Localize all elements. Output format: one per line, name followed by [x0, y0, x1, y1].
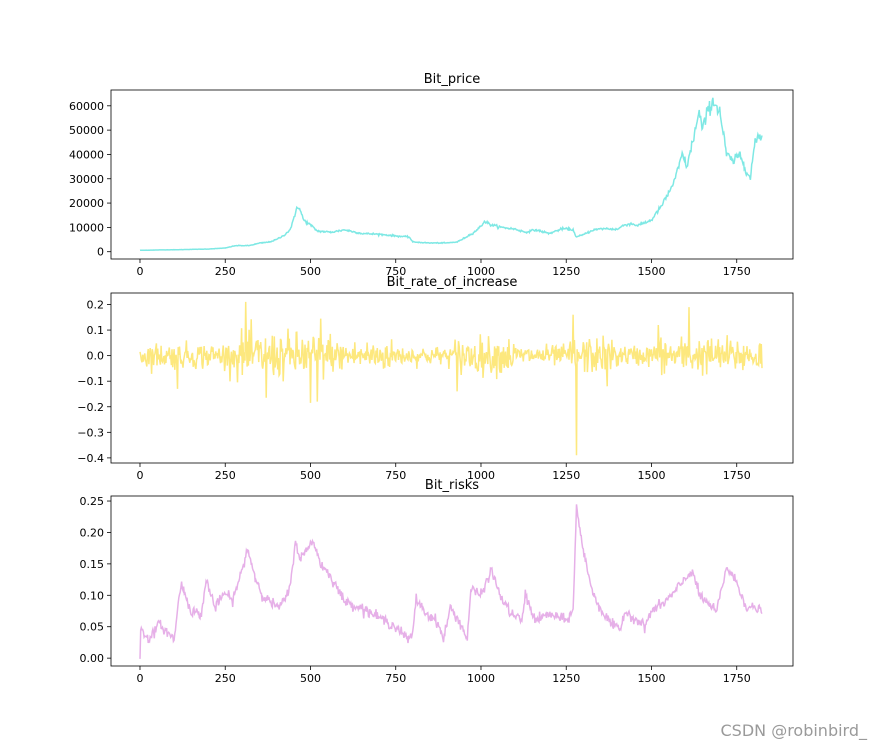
price-panel: Bit_price 0 250 500 750 1000 1250 1500 1750 0 1000… — [69, 72, 794, 278]
x-tick-label: 1500 — [637, 469, 665, 482]
axes-frame — [110, 89, 794, 260]
axes-frame — [110, 292, 794, 464]
y-tick-label: 0.05 — [80, 621, 105, 634]
x-tick-label: 1750 — [723, 672, 751, 685]
y-tick-label: −0.3 — [77, 426, 104, 439]
y-tick-label: −0.2 — [77, 401, 104, 414]
x-tick-label: 250 — [215, 265, 236, 278]
risks-panel: Bit_risks 0 250 500 750 1000 1250 1500 1750 0.00 0… — [80, 478, 794, 685]
y-tick-label: 50000 — [69, 124, 104, 137]
x-tick-label: 0 — [136, 265, 143, 278]
x-tick-label: 500 — [300, 469, 321, 482]
x-tick-label: 1500 — [637, 672, 665, 685]
x-tick-label: 750 — [385, 672, 406, 685]
x-tick-label: 0 — [136, 672, 143, 685]
x-tick-label: 1000 — [467, 469, 495, 482]
chart-title: Bit_price — [424, 72, 480, 87]
y-tick-label: 0.0 — [87, 350, 105, 363]
chart-title: Bit_rate_of_increase — [387, 275, 518, 290]
x-tick-label: 1750 — [723, 265, 751, 278]
x-tick-label: 750 — [385, 469, 406, 482]
watermark: CSDN @robinbird_ — [720, 721, 867, 740]
x-tick-label: 500 — [300, 672, 321, 685]
x-tick-label: 750 — [385, 265, 406, 278]
y-tick-label: 0.25 — [80, 495, 105, 508]
y-tick-label: 0.2 — [87, 299, 105, 312]
axes-frame — [110, 495, 794, 667]
y-tick-label: 10000 — [69, 221, 104, 234]
chart-title: Bit_risks — [425, 478, 479, 493]
x-tick-label: 1000 — [467, 672, 495, 685]
y-tick-label: 40000 — [69, 148, 104, 161]
series-line — [139, 504, 763, 659]
y-tick-label: 0.20 — [80, 526, 105, 539]
x-tick-label: 500 — [300, 265, 321, 278]
x-tick-label: 1000 — [467, 265, 495, 278]
x-tick-label: 250 — [215, 469, 236, 482]
rate-of-increase-panel: Bit_rate_of_increase 0 250 500 750 1000 1250 15… — [77, 275, 794, 482]
y-tick-label: 30000 — [69, 173, 104, 186]
x-tick-label: 1750 — [723, 469, 751, 482]
x-tick-label: 1500 — [637, 265, 665, 278]
y-tick-label: 60000 — [69, 100, 104, 113]
x-tick-label: 1250 — [552, 469, 580, 482]
y-tick-label: 0.15 — [80, 558, 105, 571]
y-tick-label: 0.10 — [80, 589, 105, 602]
x-tick-label: 1250 — [552, 265, 580, 278]
y-tick-label: 20000 — [69, 197, 104, 210]
series-line — [139, 97, 763, 252]
y-tick-label: −0.4 — [77, 452, 104, 465]
y-tick-label: 0.1 — [87, 324, 105, 337]
x-tick-label: 1250 — [552, 672, 580, 685]
y-tick-label: −0.1 — [77, 375, 104, 388]
x-tick-label: 0 — [136, 469, 143, 482]
series-line — [139, 301, 763, 456]
y-tick-label: 0.00 — [80, 652, 105, 665]
x-tick-label: 250 — [215, 672, 236, 685]
y-tick-label: 0 — [97, 246, 104, 259]
